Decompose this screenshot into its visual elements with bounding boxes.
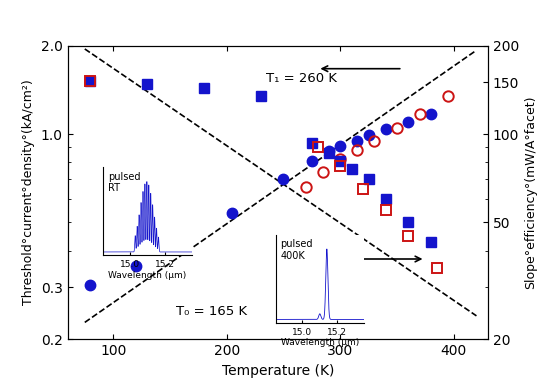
Y-axis label: Threshold°current°density°(kA/cm²): Threshold°current°density°(kA/cm²) bbox=[22, 80, 35, 305]
Text: pulsed
400K: pulsed 400K bbox=[280, 239, 313, 261]
Text: pulsed
RT: pulsed RT bbox=[108, 172, 140, 194]
X-axis label: Temperature (K): Temperature (K) bbox=[222, 363, 334, 378]
Text: T₁ = 260 K: T₁ = 260 K bbox=[267, 72, 338, 85]
X-axis label: Wavelength (μm): Wavelength (μm) bbox=[108, 271, 186, 280]
X-axis label: Wavelength (μm): Wavelength (μm) bbox=[281, 338, 359, 347]
Y-axis label: Slope°efficiency°(mW/A°facet): Slope°efficiency°(mW/A°facet) bbox=[525, 96, 538, 289]
Text: T₀ = 165 K: T₀ = 165 K bbox=[176, 305, 247, 318]
